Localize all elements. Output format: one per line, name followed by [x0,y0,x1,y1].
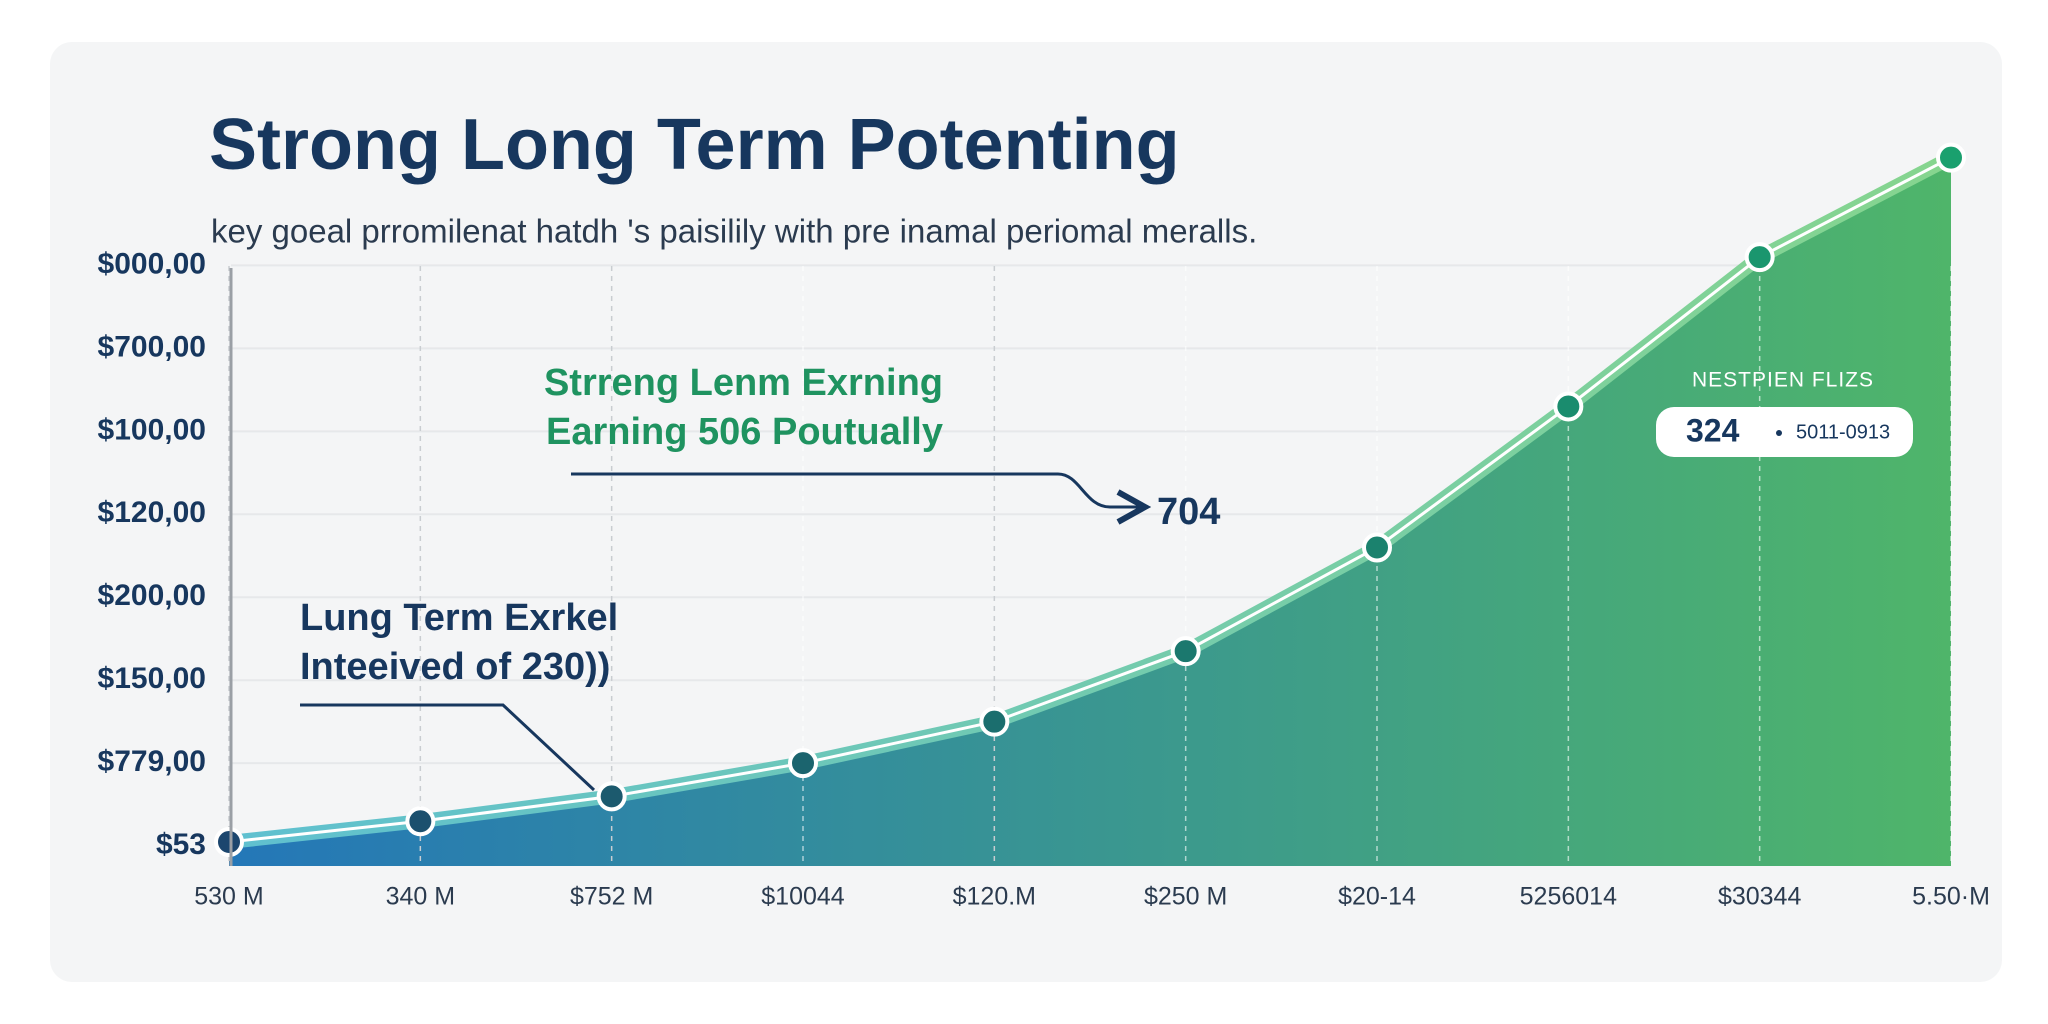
callout-title: NESTPIEN FLIZS [1692,369,1874,392]
y-tick-label: $000,00 [98,247,206,280]
y-tick-label: $53 [156,828,206,861]
x-tick-label: $20-14 [1338,883,1416,911]
annotation-text: Strreng Lenm Exrning [544,362,943,404]
annotation-text: Earning 506 Poutually [546,411,943,453]
x-tick-label: 5256014 [1520,883,1617,911]
annotations: Strreng Lenm Exrning Earning 506 Poutual… [300,362,1220,792]
point [405,806,436,837]
point [596,781,627,812]
callout: NESTPIEN FLIZS 324 5011-0913 [1656,369,1913,457]
x-tick-label: 530 M [194,883,263,911]
point [1362,532,1392,563]
point [1744,242,1775,273]
point [979,706,1010,737]
point [214,826,244,857]
x-tick-label: $10044 [761,883,845,911]
y-tick-label: $100,00 [98,413,206,446]
chart-title: Strong Long Term Potenting [209,105,1180,185]
y-tick-label: $120,00 [98,496,206,529]
callout-detail: 5011-0913 [1796,421,1890,443]
x-tick-label: 340 M [386,883,455,911]
annotation-text: Inteeived of 230)) [300,646,610,688]
annotation-line [300,703,596,792]
annotation-text: Lung Term Exrkel [300,597,618,639]
x-tick-label: 5.50·M [1912,883,1990,911]
y-tick-label: $150,00 [98,662,206,695]
point [1170,636,1201,667]
annotation-target: 704 [1157,491,1220,533]
y-tick-label: $700,00 [98,330,206,363]
x-tick-label: $120.M [953,883,1036,911]
y-tick-label: $200,00 [98,579,206,612]
callout-pill [1656,407,1913,457]
annotation-arrow [571,472,1145,507]
y-tick-label: $779,00 [98,745,206,778]
chart-subtitle: key goeal prromilenat hatdh 's paisilily… [211,213,1257,250]
line-highlight [228,156,1952,844]
area [229,157,1951,866]
x-tick-label: $250 M [1144,883,1227,911]
x-tick-label: $752 M [570,883,653,911]
callout-dot [1776,430,1782,436]
point [788,748,818,779]
point [1936,142,1966,173]
callout-value: 324 [1686,412,1740,448]
point [1553,391,1584,422]
x-tick-label: $30344 [1718,883,1802,911]
